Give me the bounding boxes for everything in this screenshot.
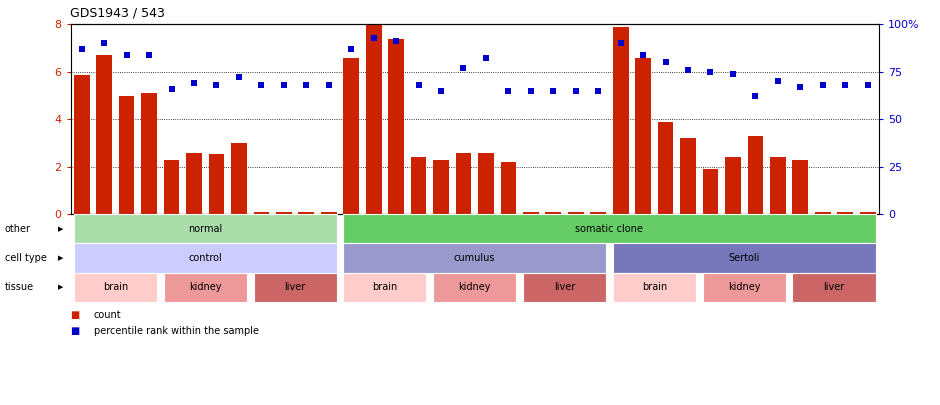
Point xyxy=(344,46,359,52)
Text: kidney: kidney xyxy=(459,282,491,292)
Point xyxy=(501,87,516,94)
Point xyxy=(771,78,786,85)
Bar xyxy=(164,160,180,214)
Bar xyxy=(523,212,539,214)
Text: brain: brain xyxy=(372,282,398,292)
Bar xyxy=(635,58,651,214)
Bar xyxy=(590,212,606,214)
Bar xyxy=(658,122,673,214)
Text: somatic clone: somatic clone xyxy=(575,224,643,234)
Point xyxy=(703,68,718,75)
Point xyxy=(524,87,539,94)
Point xyxy=(388,38,403,45)
Bar xyxy=(141,93,157,214)
Point xyxy=(568,87,583,94)
Point xyxy=(613,40,628,47)
Bar xyxy=(366,24,382,214)
Point xyxy=(254,82,269,88)
Bar xyxy=(411,157,427,214)
Bar xyxy=(860,212,875,214)
Point xyxy=(635,51,650,58)
Bar xyxy=(276,212,291,214)
Text: cell type: cell type xyxy=(5,253,47,263)
Text: GDS1943 / 543: GDS1943 / 543 xyxy=(70,6,165,19)
Point xyxy=(299,82,314,88)
Text: other: other xyxy=(5,224,31,234)
Text: ▶: ▶ xyxy=(57,255,63,261)
Point xyxy=(658,59,673,66)
Text: tissue: tissue xyxy=(5,282,34,292)
Bar xyxy=(500,162,516,214)
Point xyxy=(231,74,246,81)
Text: brain: brain xyxy=(102,282,128,292)
Text: kidney: kidney xyxy=(189,282,222,292)
Point xyxy=(860,82,875,88)
Bar xyxy=(792,160,808,214)
Point xyxy=(681,67,696,73)
Bar xyxy=(613,27,629,214)
Text: kidney: kidney xyxy=(728,282,760,292)
Text: liver: liver xyxy=(285,282,306,292)
Text: liver: liver xyxy=(823,282,845,292)
Point xyxy=(748,93,763,100)
Text: ▶: ▶ xyxy=(57,284,63,290)
Bar xyxy=(456,153,471,214)
Bar xyxy=(545,212,561,214)
Point xyxy=(433,87,448,94)
Point xyxy=(478,55,494,62)
Text: brain: brain xyxy=(642,282,667,292)
Bar xyxy=(815,212,831,214)
Point xyxy=(164,85,180,92)
Point xyxy=(726,70,741,77)
Point xyxy=(142,51,157,58)
Point xyxy=(792,84,807,90)
Text: count: count xyxy=(94,310,121,320)
Bar xyxy=(343,58,359,214)
Point xyxy=(590,87,605,94)
Bar xyxy=(433,160,449,214)
Bar xyxy=(681,138,696,214)
Text: ▶: ▶ xyxy=(57,226,63,232)
Point xyxy=(366,34,382,41)
Point xyxy=(456,65,471,71)
Bar xyxy=(74,75,89,214)
Point xyxy=(186,80,201,86)
Bar xyxy=(568,212,584,214)
Point xyxy=(321,82,337,88)
Text: liver: liver xyxy=(554,282,575,292)
Bar xyxy=(209,154,225,214)
Text: cumulus: cumulus xyxy=(454,253,495,263)
Bar xyxy=(231,143,247,214)
Text: Sertoli: Sertoli xyxy=(728,253,760,263)
Bar xyxy=(186,153,202,214)
Point xyxy=(119,51,134,58)
Point xyxy=(815,82,830,88)
Point xyxy=(74,46,89,52)
Bar xyxy=(838,212,854,214)
Point xyxy=(209,82,224,88)
Point xyxy=(838,82,853,88)
Bar xyxy=(254,212,269,214)
Text: ■: ■ xyxy=(70,310,80,320)
Bar xyxy=(388,38,404,214)
Point xyxy=(546,87,561,94)
Bar xyxy=(725,157,741,214)
Bar xyxy=(321,212,337,214)
Point xyxy=(411,82,426,88)
Point xyxy=(276,82,291,88)
Bar xyxy=(118,96,134,214)
Text: percentile rank within the sample: percentile rank within the sample xyxy=(94,326,259,336)
Text: ■: ■ xyxy=(70,326,80,336)
Text: normal: normal xyxy=(188,224,223,234)
Text: control: control xyxy=(188,253,222,263)
Bar xyxy=(770,157,786,214)
Bar xyxy=(747,136,763,214)
Bar xyxy=(702,169,718,214)
Bar xyxy=(298,212,314,214)
Point xyxy=(97,40,112,47)
Bar xyxy=(96,55,112,214)
Bar xyxy=(478,153,494,214)
